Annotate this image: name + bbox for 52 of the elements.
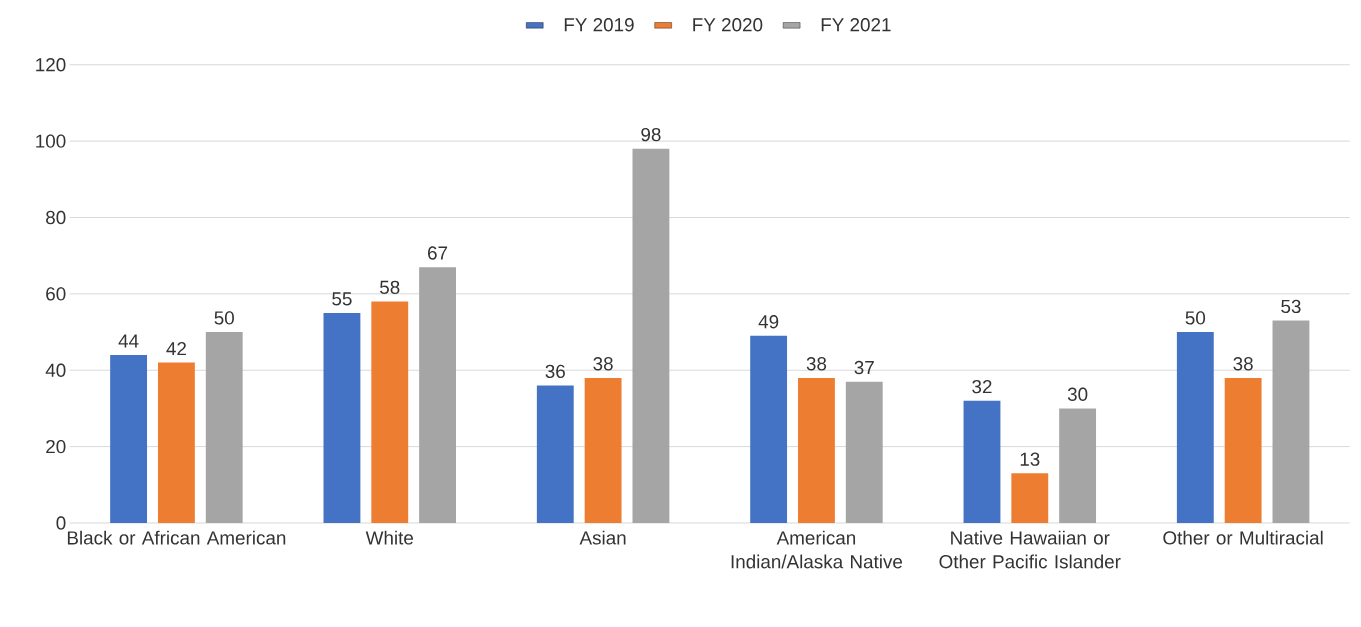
bar	[371, 301, 409, 524]
data-label: 50	[1185, 311, 1206, 325]
data-label: 98	[641, 128, 661, 142]
data-label: 37	[854, 361, 874, 375]
bar	[750, 336, 788, 524]
bar	[963, 401, 1001, 524]
data-label: 36	[545, 364, 565, 379]
y-tick-label: 20	[46, 440, 66, 454]
bar	[536, 385, 574, 524]
bar	[798, 378, 835, 524]
y-tick-label: 100	[36, 134, 66, 148]
y-tick-label: 60	[46, 287, 66, 301]
data-label: 50	[214, 311, 234, 325]
y-tick-label: 40	[45, 363, 66, 378]
y-tick-label: 0	[56, 516, 66, 530]
legend-label: FY 2020	[693, 18, 763, 32]
legend-label: FY 2021	[821, 18, 891, 32]
data-label: 30	[1067, 387, 1088, 402]
x-tick-label: White	[365, 530, 414, 545]
x-tick-label: Black or African American	[67, 530, 286, 545]
data-label: 44	[118, 334, 139, 348]
data-label: 42	[166, 342, 186, 356]
bar	[845, 381, 883, 524]
x-tick-label: Asian	[579, 530, 626, 545]
data-label: 32	[972, 380, 992, 394]
y-tick-label: 80	[46, 211, 66, 225]
bar	[1059, 408, 1097, 524]
data-label: 53	[1281, 299, 1301, 314]
bar	[110, 355, 148, 524]
bar	[205, 332, 243, 524]
bar	[1224, 378, 1262, 524]
data-label: 55	[332, 292, 352, 306]
bar	[157, 362, 195, 524]
legend-label: FY 2019	[564, 18, 634, 32]
data-label: 38	[1233, 357, 1253, 371]
bar	[584, 378, 622, 524]
y-tick-label: 120	[36, 58, 66, 72]
bar	[323, 313, 361, 524]
data-label: 58	[380, 280, 400, 295]
bar	[1272, 320, 1310, 524]
data-label: 13	[1020, 452, 1040, 467]
bar	[1011, 473, 1049, 524]
data-label: 49	[758, 315, 779, 329]
bar	[632, 148, 670, 524]
bar	[419, 267, 456, 524]
x-tick-label: American Indian/Alaska Native	[731, 530, 903, 569]
x-tick-label: Native Hawaiian or Other Pacific Islander	[939, 530, 1121, 569]
x-tick-label: Other or Multiracial	[1163, 530, 1323, 545]
data-label: 38	[806, 357, 827, 371]
data-label: 38	[593, 357, 613, 371]
data-label: 67	[428, 246, 448, 260]
bar	[1176, 332, 1214, 524]
